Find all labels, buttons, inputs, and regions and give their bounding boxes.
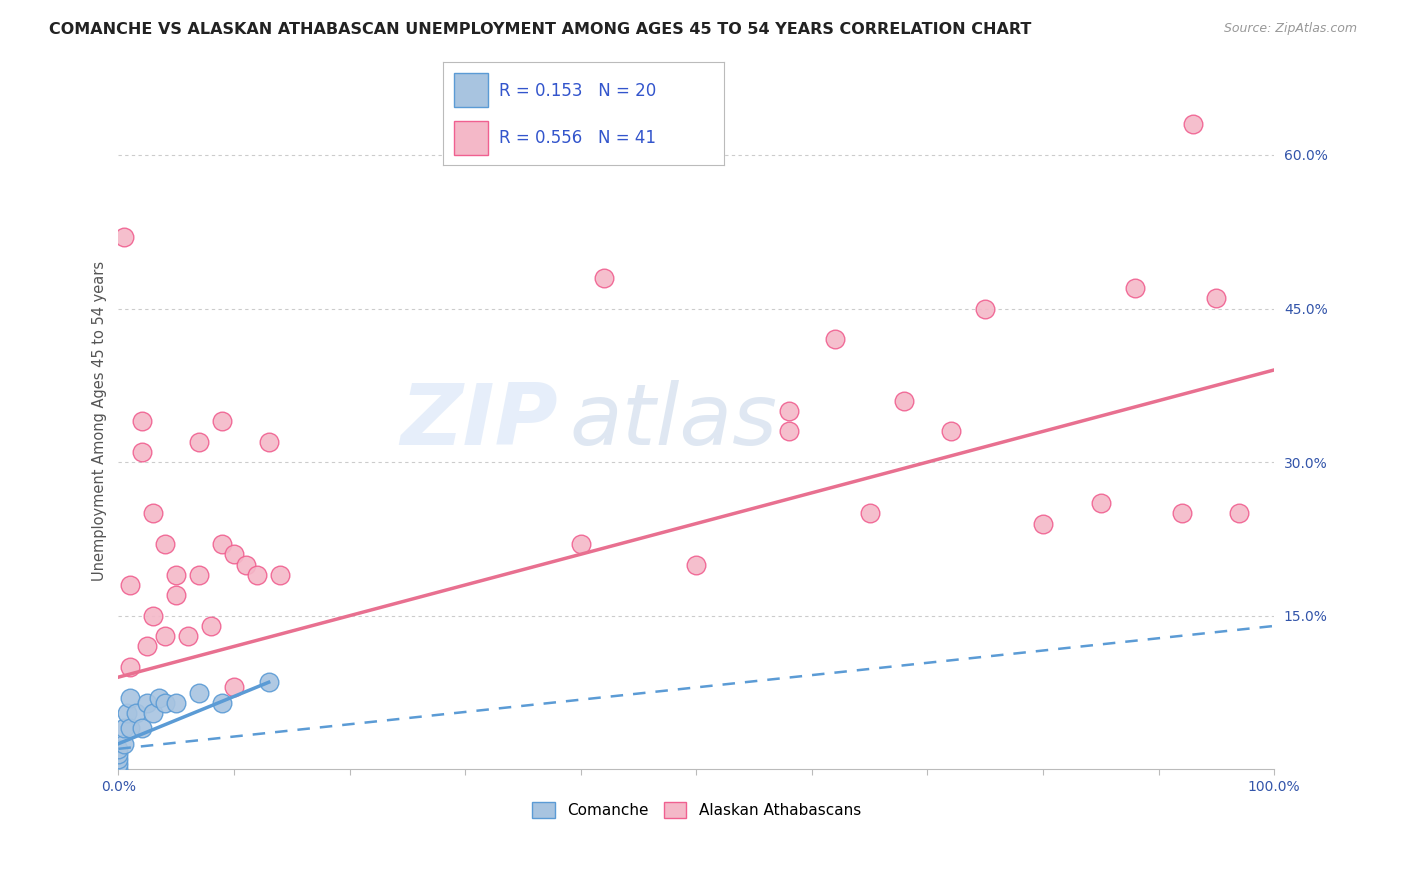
Text: atlas: atlas bbox=[569, 380, 778, 463]
Point bbox=[107, 747, 129, 761]
Point bbox=[136, 640, 159, 654]
Point bbox=[1032, 516, 1054, 531]
Point bbox=[118, 578, 141, 592]
Point bbox=[165, 567, 187, 582]
Point bbox=[1182, 117, 1205, 131]
Point bbox=[211, 537, 233, 551]
Point bbox=[115, 706, 138, 720]
Bar bbox=[454, 73, 488, 106]
Point bbox=[107, 757, 129, 772]
Point bbox=[778, 404, 800, 418]
Point bbox=[824, 332, 846, 346]
Point bbox=[142, 506, 165, 520]
Point bbox=[257, 434, 280, 449]
Point bbox=[153, 696, 176, 710]
Point bbox=[107, 752, 129, 766]
Point bbox=[685, 558, 707, 572]
Point bbox=[1125, 281, 1147, 295]
Point bbox=[153, 537, 176, 551]
Text: R = 0.556   N = 41: R = 0.556 N = 41 bbox=[499, 129, 657, 147]
Point bbox=[131, 722, 153, 736]
Point bbox=[222, 681, 245, 695]
Point bbox=[1205, 291, 1227, 305]
Point bbox=[211, 414, 233, 428]
Point bbox=[165, 696, 187, 710]
Point bbox=[200, 619, 222, 633]
Text: COMANCHE VS ALASKAN ATHABASCAN UNEMPLOYMENT AMONG AGES 45 TO 54 YEARS CORRELATIO: COMANCHE VS ALASKAN ATHABASCAN UNEMPLOYM… bbox=[49, 22, 1032, 37]
Point bbox=[107, 762, 129, 776]
Point bbox=[188, 567, 211, 582]
Point bbox=[222, 547, 245, 561]
Point bbox=[118, 722, 141, 736]
Point bbox=[269, 567, 291, 582]
Point bbox=[893, 393, 915, 408]
Point bbox=[153, 629, 176, 643]
Point bbox=[859, 506, 882, 520]
Point bbox=[211, 696, 233, 710]
Y-axis label: Unemployment Among Ages 45 to 54 years: Unemployment Among Ages 45 to 54 years bbox=[93, 261, 107, 582]
Point bbox=[188, 685, 211, 699]
Point bbox=[118, 690, 141, 705]
Point bbox=[142, 706, 165, 720]
Point bbox=[118, 660, 141, 674]
Point bbox=[112, 737, 135, 751]
Text: Source: ZipAtlas.com: Source: ZipAtlas.com bbox=[1223, 22, 1357, 36]
Bar bbox=[454, 121, 488, 155]
Point bbox=[142, 608, 165, 623]
Point bbox=[148, 690, 170, 705]
Point bbox=[112, 722, 135, 736]
Point bbox=[136, 696, 159, 710]
Text: R = 0.153   N = 20: R = 0.153 N = 20 bbox=[499, 82, 657, 100]
Point bbox=[107, 741, 129, 756]
Point bbox=[1090, 496, 1112, 510]
Point bbox=[939, 425, 962, 439]
Point bbox=[569, 537, 592, 551]
Point bbox=[778, 425, 800, 439]
Point bbox=[188, 434, 211, 449]
Point bbox=[1229, 506, 1251, 520]
Text: ZIP: ZIP bbox=[399, 380, 558, 463]
Point bbox=[246, 567, 269, 582]
Point bbox=[131, 414, 153, 428]
Point bbox=[131, 445, 153, 459]
Point bbox=[235, 558, 257, 572]
Point bbox=[592, 270, 614, 285]
Point bbox=[112, 229, 135, 244]
Point bbox=[1170, 506, 1192, 520]
Point bbox=[974, 301, 997, 316]
Point bbox=[165, 588, 187, 602]
Point bbox=[177, 629, 200, 643]
Point bbox=[125, 706, 148, 720]
Point bbox=[257, 675, 280, 690]
Legend: Comanche, Alaskan Athabascans: Comanche, Alaskan Athabascans bbox=[526, 797, 868, 824]
